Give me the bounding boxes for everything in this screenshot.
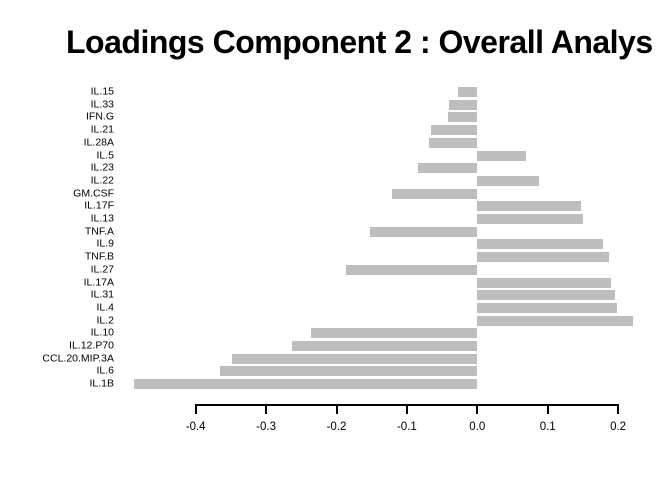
category-label-IL.9: IL.9 — [96, 237, 114, 250]
x-axis-tick — [617, 404, 620, 414]
bar-IL.4 — [477, 302, 618, 313]
bar-IL.28A — [429, 137, 478, 148]
bar-IL.23 — [418, 163, 478, 174]
category-label-IL.21: IL.21 — [90, 123, 114, 136]
bar-GM.CSF — [392, 188, 478, 199]
category-label-IL.27: IL.27 — [90, 263, 114, 276]
bar-IL.21 — [430, 125, 478, 136]
x-axis-tick — [405, 404, 408, 414]
bar-IL.9 — [477, 239, 603, 250]
bar-IL.17F — [477, 201, 582, 212]
bar-TNF.A — [369, 226, 478, 237]
bar-IL.12.P70 — [292, 341, 478, 351]
category-label-IL.2: IL.2 — [96, 314, 114, 327]
bar-IL.33 — [449, 99, 478, 110]
bar-IFN.G — [447, 112, 478, 123]
category-label-IL.17F: IL.17F — [84, 199, 114, 212]
category-label-IL.31: IL.31 — [90, 288, 114, 301]
bar-IL.17A — [477, 277, 612, 288]
category-label-IL.10: IL.10 — [90, 326, 114, 339]
category-label-IL.6: IL.6 — [96, 364, 114, 377]
bar-IL.2 — [477, 315, 633, 326]
bar-IL.27 — [345, 264, 478, 275]
category-label-IL.12.P70: IL.12.P70 — [69, 339, 114, 352]
category-label-TNF.A: TNF.A — [84, 225, 114, 238]
category-label-IFN.G: IFN.G — [86, 110, 114, 123]
category-label-IL.33: IL.33 — [90, 98, 114, 111]
bar-IL.6 — [220, 366, 478, 377]
bar-IL.31 — [477, 290, 615, 301]
x-axis-tick-label: -0.4 — [185, 421, 206, 433]
category-label-IL.4: IL.4 — [96, 301, 114, 314]
x-axis-tick — [476, 404, 479, 414]
bar-IL.15 — [458, 87, 478, 97]
category-label-IL.1B: IL.1B — [89, 377, 114, 390]
bar-TNF.B — [477, 252, 609, 263]
bar-IL.5 — [477, 150, 526, 161]
x-axis-tick-label: -0.2 — [326, 421, 347, 433]
x-axis-tick-label: -0.3 — [256, 421, 276, 433]
bar-IL.10 — [311, 328, 478, 339]
category-label-IL.22: IL.22 — [90, 174, 114, 187]
x-axis-tick — [194, 404, 197, 414]
x-axis-tick-label: -0.1 — [396, 421, 417, 433]
x-axis-tick-label: 0.2 — [610, 421, 627, 433]
chart-title: Loadings Component 2 : Overall Analys — [66, 24, 653, 60]
x-axis-tick — [335, 404, 338, 414]
category-label-GM.CSF: GM.CSF — [73, 187, 114, 200]
category-label-TNF.B: TNF.B — [84, 250, 114, 263]
bar-IL.22 — [477, 175, 540, 186]
category-label-IL.15: IL.15 — [90, 85, 114, 98]
x-axis-tick-label: 0.1 — [539, 421, 556, 433]
x-axis-tick-label: 0.0 — [469, 421, 486, 433]
category-label-IL.28A: IL.28A — [83, 136, 114, 149]
bar-IL.1B — [134, 379, 478, 390]
x-axis-tick — [265, 404, 268, 414]
category-label-IL.5: IL.5 — [96, 149, 114, 161]
category-label-IL.23: IL.23 — [90, 161, 114, 174]
category-label-CCL.20.MIP.3A: CCL.20.MIP.3A — [42, 352, 114, 365]
bar-CCL.20.MIP.3A — [231, 353, 478, 364]
category-label-IL.17A: IL.17A — [83, 276, 114, 288]
bar-IL.13 — [477, 214, 583, 224]
x-axis-tick — [546, 404, 549, 414]
category-label-IL.13: IL.13 — [90, 212, 114, 225]
